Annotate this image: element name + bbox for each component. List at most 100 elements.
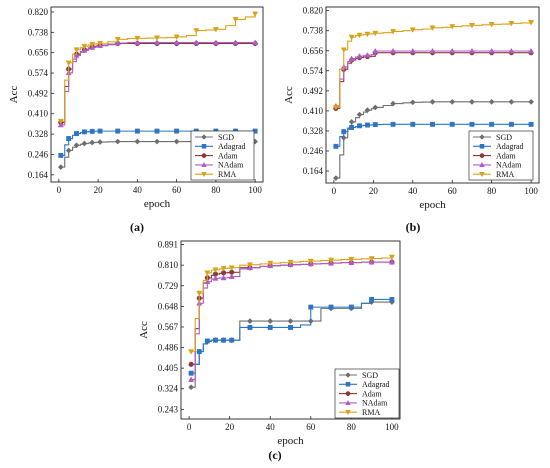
data-point (173, 39, 180, 45)
data-point (388, 258, 395, 265)
data-point (528, 47, 535, 54)
y-axis-label: Acc (283, 86, 295, 104)
series-nadam (57, 39, 259, 128)
data-point (232, 39, 239, 45)
y-axis-label: Acc (138, 321, 150, 339)
data-point (212, 39, 219, 45)
data-point (221, 337, 227, 343)
x-axis-label: epoch (144, 198, 171, 210)
data-point (357, 123, 362, 129)
data-point (449, 47, 456, 54)
data-point (252, 39, 259, 45)
data-point (89, 41, 96, 48)
data-point (332, 104, 339, 111)
data-point (508, 21, 515, 27)
data-point (153, 35, 161, 41)
legend-entry: Adagrad (218, 142, 246, 151)
data-point (220, 266, 227, 272)
y-tick-label: 0.738 (303, 26, 324, 36)
data-point (267, 260, 274, 267)
data-point (348, 34, 355, 41)
y-tick-label: 0.574 (28, 68, 49, 78)
y-tick-label: 0.324 (158, 384, 179, 394)
y-tick-label: 0.246 (303, 146, 324, 156)
data-point (89, 139, 96, 146)
data-point (528, 98, 535, 105)
plot-frame (180, 240, 401, 420)
data-point (81, 129, 87, 135)
y-tick-label: 0.820 (28, 7, 49, 17)
data-point (153, 39, 161, 45)
data-point (81, 43, 88, 50)
y-tick-label: 0.164 (28, 170, 49, 180)
legend-entry: SGD (496, 133, 512, 142)
legend-marker (479, 153, 485, 159)
legend-entry: Adagrad (362, 380, 390, 389)
data-point (508, 47, 515, 54)
y-tick-label: 0.410 (303, 106, 324, 116)
y-tick-label: 0.486 (158, 343, 179, 353)
panel-label: (a) (130, 220, 144, 234)
data-point (488, 22, 495, 28)
y-tick-label: 0.574 (303, 66, 324, 76)
series-adagrad (333, 121, 534, 149)
x-tick-label: 20 (225, 422, 235, 432)
data-point (134, 128, 140, 134)
legend-entry: NAdam (496, 161, 522, 170)
data-point (364, 52, 371, 58)
data-point (287, 259, 294, 266)
data-point (449, 24, 456, 30)
data-point (468, 23, 475, 29)
data-point (114, 39, 121, 46)
x-tick-label: 100 (524, 186, 538, 196)
data-point (97, 128, 103, 134)
data-point (174, 128, 180, 134)
x-tick-label: 100 (385, 422, 399, 432)
data-point (232, 17, 239, 23)
data-point (229, 337, 235, 343)
data-point (228, 273, 235, 279)
legend-marker (345, 382, 351, 387)
data-point (246, 262, 253, 268)
data-point (188, 370, 194, 376)
data-point (57, 118, 64, 125)
y-tick-label: 0.492 (303, 86, 323, 96)
data-point (228, 265, 235, 271)
x-tick-label: 20 (369, 186, 379, 196)
data-point (390, 121, 396, 127)
chart-panel-0: 0.164 0.246 0.328 0.410 0.492 0.574 0.656 0.738… (8, 6, 264, 234)
legend-marker (345, 399, 351, 406)
series-nadam (332, 47, 535, 109)
data-point (196, 349, 202, 355)
data-point (173, 138, 180, 145)
y-tick-label: 0.328 (303, 126, 324, 136)
series-line-rma (60, 13, 256, 122)
data-point (89, 128, 95, 134)
x-axis-label: epoch (277, 435, 304, 447)
y-tick-label: 0.648 (158, 301, 179, 311)
data-point (204, 338, 210, 344)
series-adam (188, 259, 395, 367)
data-point (364, 107, 371, 114)
panel-label: (b) (406, 220, 421, 234)
y-tick-label: 0.243 (158, 404, 179, 414)
data-point (356, 53, 363, 59)
data-point (57, 164, 64, 171)
data-point (97, 40, 104, 47)
series-adam (58, 40, 258, 126)
data-point (449, 121, 455, 127)
data-point (154, 138, 160, 145)
data-point (372, 47, 379, 54)
legend-entry: NAdam (218, 161, 244, 170)
x-tick-label: 40 (408, 186, 418, 196)
data-point (341, 129, 347, 135)
data-point (308, 304, 314, 310)
data-point (390, 29, 397, 35)
x-tick-label: 100 (248, 185, 262, 195)
data-point (348, 55, 355, 61)
data-point (134, 35, 141, 42)
y-tick-label: 0.656 (303, 46, 324, 56)
data-point (188, 349, 195, 355)
